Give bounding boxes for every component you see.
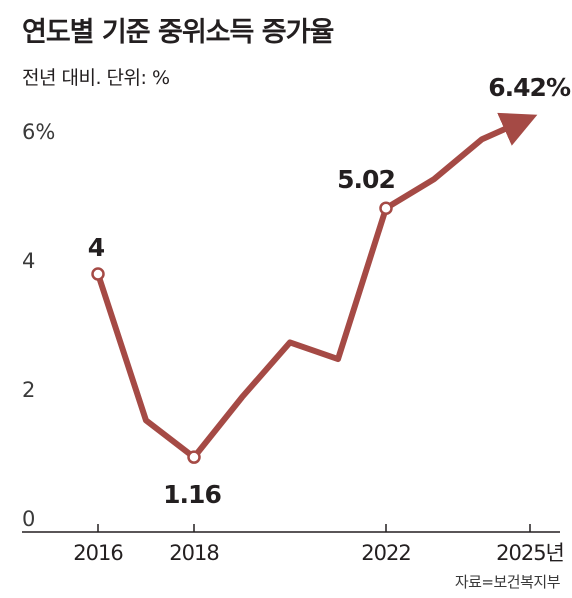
x-tick-label: 2022 [361,541,410,565]
x-tick-label: 2018 [169,541,218,565]
y-tick-label: 6% [22,120,55,144]
x-tick-label: 2016 [73,541,123,565]
data-label: 1.16 [163,480,221,509]
y-tick-label: 4 [22,249,35,273]
series-line [95,112,538,461]
y-tick-label: 0 [22,507,35,531]
data-label: 4 [88,233,105,262]
data-labels: 4 1.16 5.02 6.42% [88,73,572,509]
x-axis-ticks: 2016 2018 2022 2025년 [73,524,565,565]
data-point-marker [187,450,201,464]
x-tick-label: 2025년 [496,541,564,565]
source-note: 자료=보건복지부 [454,573,561,591]
y-axis-ticks: 0 2 4 6% [22,120,55,531]
chart-subtitle: 전년 대비. 단위: % [22,67,170,89]
data-point-marker [379,201,393,215]
data-markers [91,201,393,464]
y-tick-label: 2 [22,378,35,402]
data-point-marker [91,267,105,281]
chart-title: 연도별 기준 중위소득 증가율 [22,17,334,48]
data-label: 6.42% [488,73,571,102]
data-label: 5.02 [337,165,395,194]
